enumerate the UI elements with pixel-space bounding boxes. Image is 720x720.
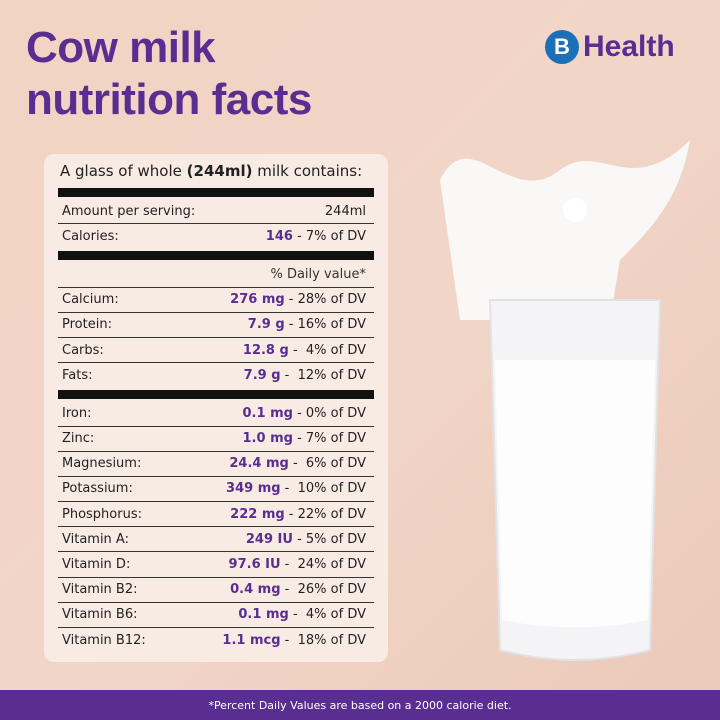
row-amount: 249 IU bbox=[245, 531, 293, 547]
row-dv: - 7% of DV bbox=[292, 229, 366, 245]
row-amount: 0.4 mg bbox=[230, 582, 281, 598]
row-label: Vitamin A: bbox=[62, 531, 129, 547]
row-dv: - 16% of DV bbox=[284, 317, 366, 333]
row-amount: 146 bbox=[265, 229, 293, 245]
row-value: 7.9 g - 16% of DV bbox=[248, 317, 366, 332]
row-amount: 7.9 g bbox=[243, 368, 281, 384]
row-label: Iron: bbox=[62, 405, 92, 421]
nutrient-row: Zinc: 1.0 mg - 7% of DV bbox=[58, 427, 374, 452]
row-value: 349 mg - 10% of DV bbox=[226, 481, 366, 496]
row-amount: 222 mg bbox=[230, 506, 285, 522]
nutrition-facts-card: A glass of whole (244ml) milk contains: … bbox=[44, 154, 388, 662]
row-dv: - 7% of DV bbox=[292, 431, 366, 447]
row-value: 276 mg - 28% of DV bbox=[230, 292, 366, 307]
row-amount: 349 mg bbox=[226, 481, 281, 497]
nutrient-row: Calcium: 276 mg - 28% of DV bbox=[58, 288, 374, 313]
nutrient-row: Vitamin D: 97.6 IU - 24% of DV bbox=[58, 552, 374, 578]
row-dv: - 5% of DV bbox=[292, 531, 366, 547]
row-value: 0.4 mg - 26% of DV bbox=[230, 582, 366, 597]
card-intro: A glass of whole (244ml) milk contains: bbox=[60, 162, 374, 180]
row-label: Vitamin B2: bbox=[62, 582, 138, 598]
milk-glass-image bbox=[440, 140, 690, 661]
nutrient-row: Vitamin A: 249 IU - 5% of DV bbox=[58, 527, 374, 553]
row-dv: - 12% of DV bbox=[280, 368, 366, 384]
divider bbox=[58, 390, 374, 400]
row-amount: 12.8 g bbox=[242, 342, 289, 358]
calories-row: Calories: 146 - 7% of DV bbox=[58, 224, 374, 249]
row-dv: - 24% of DV bbox=[280, 557, 366, 573]
nutrient-row: Carbs: 12.8 g - 4% of DV bbox=[58, 338, 374, 364]
row-value: 244ml bbox=[324, 203, 366, 219]
intro-text: A glass of whole bbox=[60, 162, 187, 180]
row-amount: 1.0 mg bbox=[242, 431, 293, 447]
row-dv: - 6% of DV bbox=[288, 456, 366, 472]
row-label: Calories: bbox=[62, 229, 119, 245]
row-dv: - 22% of DV bbox=[284, 506, 366, 522]
row-label: Zinc: bbox=[62, 431, 95, 447]
row-dv: - 18% of DV bbox=[280, 633, 366, 649]
row-label: Amount per serving: bbox=[62, 203, 196, 219]
row-dv: - 28% of DV bbox=[284, 292, 366, 308]
row-value: 1.1 mcg - 18% of DV bbox=[222, 633, 366, 648]
row-value: 222 mg - 22% of DV bbox=[230, 507, 366, 522]
row-value: 249 IU - 5% of DV bbox=[246, 532, 366, 547]
serving-row: Amount per serving: 244ml bbox=[58, 199, 374, 225]
row-label: Magnesium: bbox=[62, 456, 142, 472]
nutrient-row: Fats: 7.9 g - 12% of DV bbox=[58, 363, 374, 388]
dv-header-text: % Daily value* bbox=[270, 266, 366, 282]
logo-mark-icon: B bbox=[545, 30, 579, 64]
logo-text: Health bbox=[583, 30, 675, 63]
nutrient-row: Vitamin B6: 0.1 mg - 4% of DV bbox=[58, 603, 374, 628]
nutrient-row: Iron: 0.1 mg - 0% of DV bbox=[58, 401, 374, 427]
row-label: Potassium: bbox=[62, 481, 133, 497]
row-amount: 1.1 mcg bbox=[222, 633, 281, 649]
row-label: Carbs: bbox=[62, 342, 104, 358]
row-dv: - 0% of DV bbox=[292, 405, 366, 421]
nutrient-row: Magnesium: 24.4 mg - 6% of DV bbox=[58, 452, 374, 477]
row-value: 12.8 g - 4% of DV bbox=[243, 343, 366, 358]
intro-volume: (244ml) bbox=[186, 162, 253, 180]
nutrient-row: Vitamin B2: 0.4 mg - 26% of DV bbox=[58, 578, 374, 603]
row-value: 0.1 mg - 4% of DV bbox=[238, 607, 366, 622]
row-value: 24.4 mg - 6% of DV bbox=[229, 456, 366, 471]
row-label: Vitamin B12: bbox=[62, 633, 146, 649]
row-amount: 97.6 IU bbox=[228, 557, 281, 573]
row-label: Protein: bbox=[62, 317, 112, 333]
title-line-2: nutrition facts bbox=[26, 75, 312, 124]
row-dv: - 4% of DV bbox=[288, 607, 366, 623]
row-label: Vitamin D: bbox=[62, 557, 131, 573]
dv-header: % Daily value* bbox=[58, 262, 374, 288]
row-value: 0.1 mg - 0% of DV bbox=[243, 406, 366, 421]
row-label: Phosphorus: bbox=[62, 506, 142, 522]
row-dv: - 26% of DV bbox=[280, 582, 366, 598]
row-amount: 276 mg bbox=[230, 292, 285, 308]
row-value: 1.0 mg - 7% of DV bbox=[243, 431, 366, 446]
row-amount: 0.1 mg bbox=[238, 607, 289, 623]
brand-logo: B Health bbox=[545, 30, 675, 64]
nutrient-row: Phosphorus: 222 mg - 22% of DV bbox=[58, 502, 374, 528]
nutrient-row: Vitamin B12: 1.1 mcg - 18% of DV bbox=[58, 628, 374, 653]
page-title: Cow milk nutrition facts bbox=[26, 22, 312, 126]
row-dv: - 10% of DV bbox=[280, 481, 366, 497]
row-dv: - 4% of DV bbox=[288, 342, 366, 358]
row-amount: 7.9 g bbox=[247, 317, 285, 333]
nutrient-row: Potassium: 349 mg - 10% of DV bbox=[58, 477, 374, 503]
divider bbox=[58, 188, 374, 197]
row-amount: 0.1 mg bbox=[242, 405, 293, 421]
row-label: Calcium: bbox=[62, 292, 119, 308]
row-amount: 24.4 mg bbox=[229, 456, 289, 472]
row-label: Fats: bbox=[62, 368, 93, 384]
nutrient-row: Protein: 7.9 g - 16% of DV bbox=[58, 313, 374, 338]
intro-text-end: milk contains: bbox=[252, 162, 363, 180]
row-value: 7.9 g - 12% of DV bbox=[244, 368, 366, 383]
row-label: Vitamin B6: bbox=[62, 607, 138, 623]
divider bbox=[58, 251, 374, 261]
footer-note: *Percent Daily Values are based on a 200… bbox=[0, 690, 720, 720]
title-line-1: Cow milk bbox=[26, 23, 216, 72]
row-value: 97.6 IU - 24% of DV bbox=[229, 557, 366, 572]
row-value: 146 - 7% of DV bbox=[266, 229, 366, 244]
